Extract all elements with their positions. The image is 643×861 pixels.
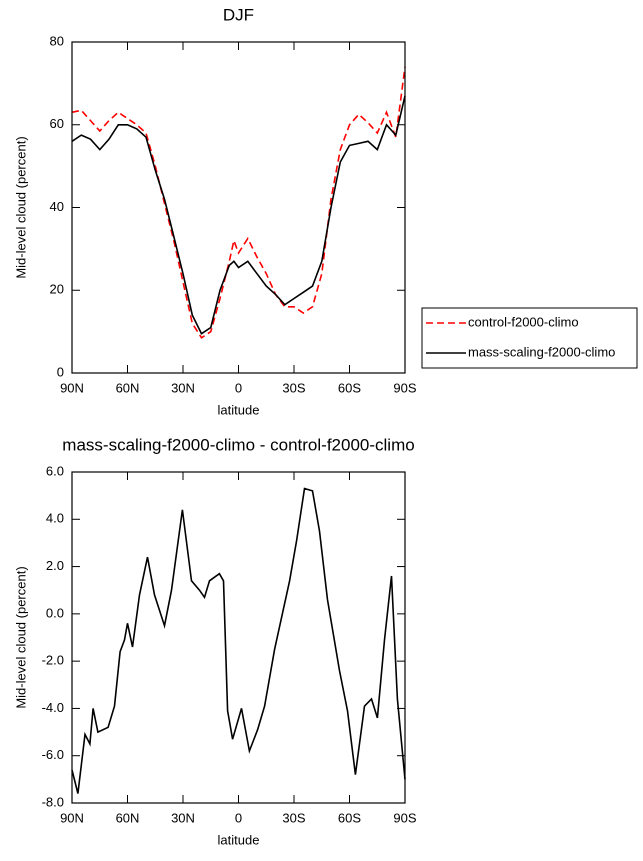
legend-label: control-f2000-climo (468, 314, 579, 329)
y-tick-label: 40 (50, 199, 64, 214)
legend-label: mass-scaling-f2000-climo (468, 344, 615, 359)
y-axis-label: Mid-level cloud (percent) (13, 566, 28, 708)
y-tick-label: 2.0 (46, 558, 64, 573)
x-tick-label: 30S (282, 810, 305, 825)
y-tick-label: 60 (50, 116, 64, 131)
chart-title: mass-scaling-f2000-climo - control-f2000… (62, 435, 414, 454)
y-tick-label: 0.0 (46, 605, 64, 620)
x-tick-label: 90S (393, 380, 416, 395)
y-axis-label: Mid-level cloud (percent) (13, 136, 28, 278)
x-tick-label: 30N (171, 810, 195, 825)
x-tick-label: 60S (338, 380, 361, 395)
data-line (71, 487, 406, 794)
y-tick-label: -8.0 (42, 794, 64, 809)
y-tick-label: -4.0 (42, 700, 64, 715)
x-tick-label: 30S (282, 380, 305, 395)
x-tick-label: 90N (60, 810, 84, 825)
x-tick-label: 60N (116, 810, 140, 825)
x-tick-label: 90S (393, 810, 416, 825)
legend-box (421, 307, 638, 369)
plot-frame (71, 41, 406, 374)
x-tick-label: 60S (338, 810, 361, 825)
y-tick-label: 6.0 (46, 463, 64, 478)
y-tick-label: 0 (57, 364, 64, 379)
y-tick-label: 80 (50, 33, 64, 48)
x-tick-label: 90N (60, 380, 84, 395)
y-tick-label: -2.0 (42, 653, 64, 668)
y-tick-label: 20 (50, 282, 64, 297)
data-line (71, 66, 406, 339)
plot-frame (71, 471, 406, 804)
y-tick-label: 4.0 (46, 511, 64, 526)
chart-title: DJF (223, 5, 254, 24)
y-tick-label: -6.0 (42, 747, 64, 762)
x-tick-label: 30N (171, 380, 195, 395)
x-axis-label: latitude (218, 402, 260, 417)
x-tick-label: 0 (235, 810, 242, 825)
x-axis-label: latitude (218, 832, 260, 847)
data-line (71, 95, 406, 335)
x-tick-label: 0 (235, 380, 242, 395)
x-tick-label: 60N (116, 380, 140, 395)
